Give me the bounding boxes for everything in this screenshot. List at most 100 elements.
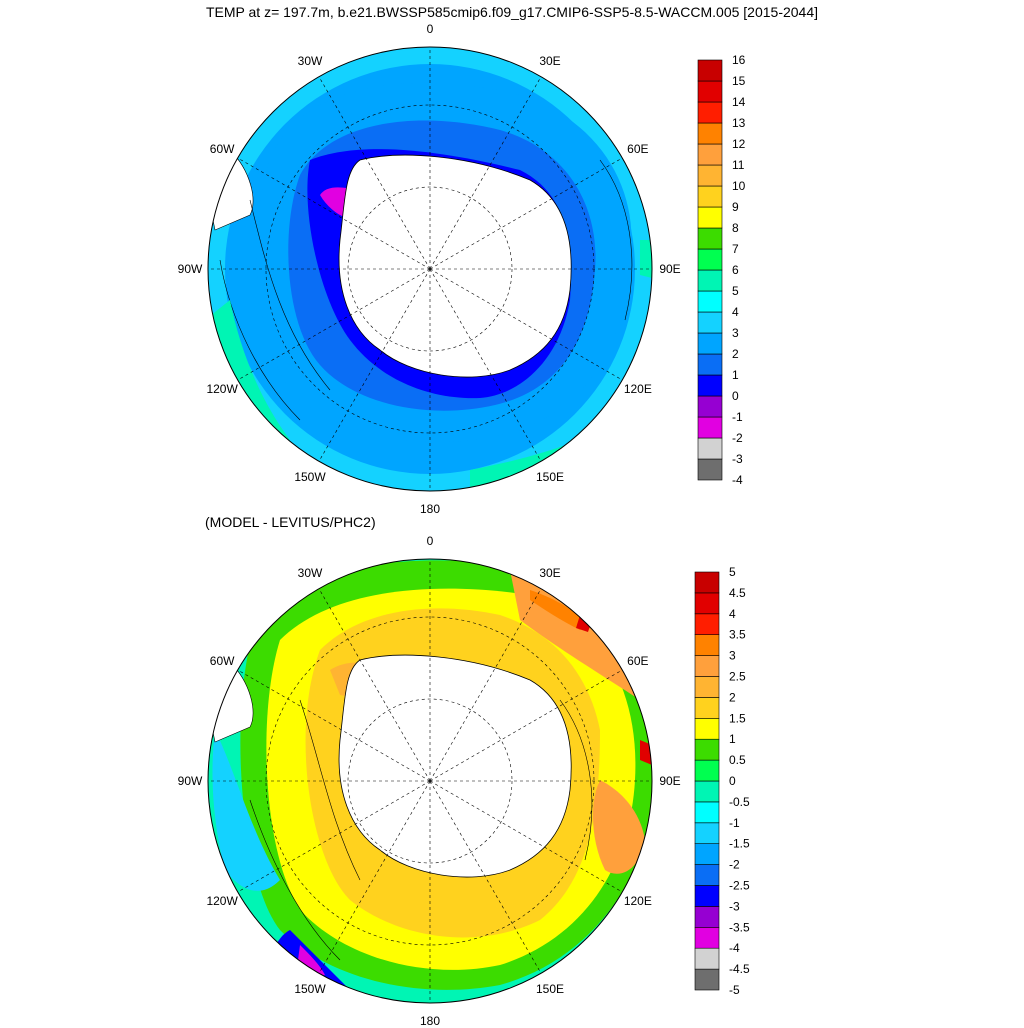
anomaly-colorbar: 5 4.5 4 3.5 3 2.5 2 1.5 1 0.5 0 -0.5 -1 -1.5 -2 -2.5 -3 -…: [694, 565, 750, 997]
bottom-lon-label-2: 60E: [627, 654, 649, 668]
temp-east-warm: [640, 240, 652, 280]
anom-cbar-tick-6: 2: [729, 690, 736, 704]
temp-cbar-tick-6: 10: [732, 179, 746, 193]
temp-cbar-swatch-0: [697, 458, 723, 481]
anom-cbar-tick-3: 3.5: [729, 628, 746, 642]
bottom-lon-label-0: 0: [426, 534, 434, 548]
temp-cbar-tick-11: 5: [732, 284, 739, 298]
temp-cbar-tick-3: 13: [732, 116, 746, 130]
anom-cbar-tick-10: 0: [729, 774, 736, 788]
temp-cbar-swatch-7: [697, 311, 723, 334]
anom-cbar-tick-4: 3: [729, 649, 736, 663]
anom-cbar-swatch-8: [694, 801, 720, 824]
temp-cbar-tick-17: -1: [732, 410, 743, 424]
bottom-lon-label-3: 90E: [659, 774, 681, 788]
temp-cbar-swatch-16: [697, 122, 723, 145]
anom-cbar-tick-9: 0.5: [729, 753, 746, 767]
anom-cbar-tick-15: -2.5: [729, 879, 750, 893]
temp-cbar-tick-13: 3: [732, 326, 739, 340]
anom-cbar-tick-13: -1.5: [729, 837, 750, 851]
bottom-lon-label-5: 150E: [535, 981, 565, 996]
top-lon-label-11: 30W: [297, 54, 323, 69]
temp-cbar-swatch-5: [697, 353, 723, 376]
top-lon-label-2: 60E: [627, 142, 649, 156]
temp-cbar-swatch-4: [697, 374, 723, 397]
anom-cbar-tick-20: -5: [729, 983, 740, 997]
temp-cbar-tick-16: 0: [732, 389, 739, 403]
anom-cbar-swatch-4: [694, 885, 720, 907]
anom-cbar-tick-17: -3.5: [729, 920, 750, 934]
temp-cbar-tick-19: -3: [732, 452, 743, 466]
temp-cbar-tick-1: 15: [732, 74, 746, 88]
top-lon-label-3: 90E: [659, 262, 681, 276]
bottom-lon-label-10: 60W: [209, 654, 235, 668]
temp-cbar-swatch-17: [697, 101, 723, 124]
anom-cool-west: [212, 730, 280, 891]
temp-cbar-tick-4: 12: [732, 137, 746, 151]
temp-cbar-swatch-1: [697, 437, 723, 460]
anom-cbar-tick-5: 2.5: [729, 670, 746, 684]
top-lon-label-7: 150W: [294, 469, 326, 484]
anom-cbar-swatch-18: [694, 592, 720, 615]
anom-cbar-swatch-5: [694, 864, 720, 886]
temp-cbar-swatch-6: [697, 332, 723, 355]
anom-cbar-swatch-15: [694, 655, 720, 677]
bottom-lon-label-11: 30W: [297, 566, 323, 581]
temp-cbar-swatch-11: [697, 227, 723, 250]
anom-cbar-swatch-9: [694, 780, 720, 803]
temp-cbar-tick-20: -4: [732, 473, 743, 487]
temp-cbar-swatch-3: [697, 395, 723, 418]
temp-cbar-swatch-19: [697, 59, 723, 82]
temperature-map: [207, 46, 653, 492]
anom-cbar-swatch-16: [694, 634, 720, 656]
temp-cbar-swatch-18: [697, 80, 723, 103]
anom-cbar-tick-11: -0.5: [729, 795, 750, 809]
bottom-lon-label-9: 90W: [177, 774, 203, 788]
anom-cbar-swatch-19: [694, 571, 720, 594]
top-lon-label-6: 180: [419, 502, 441, 516]
bottom-lon-label-1: 30E: [539, 566, 561, 581]
bottom-lon-label-8: 120W: [206, 894, 238, 908]
temp-cbar-tick-10: 6: [732, 263, 739, 277]
anom-cbar-tick-2: 4: [729, 607, 736, 621]
anom-cbar-tick-0: 5: [729, 565, 736, 579]
temp-west-warm: [208, 300, 290, 460]
anom-cbar-tick-8: 1: [729, 732, 736, 746]
temp-cbar-tick-0: 16: [732, 53, 746, 67]
anom-cbar-swatch-12: [694, 717, 720, 740]
anom-cbar-tick-12: -1: [729, 816, 740, 830]
anom-cbar-tick-1: 4.5: [729, 586, 746, 600]
temp-cbar-swatch-13: [697, 185, 723, 208]
temp-cbar-tick-14: 2: [732, 347, 739, 361]
antarctica-top: [338, 154, 572, 378]
bottom-lon-label-6: 180: [419, 1014, 441, 1028]
anom-cbar-tick-14: -2: [729, 858, 740, 872]
anom-warm-100e: [593, 780, 645, 874]
difference-subtitle: (MODEL - LEVITUS/PHC2): [205, 514, 376, 530]
temp-cbar-swatch-12: [697, 206, 723, 229]
anom-cbar-swatch-0: [694, 968, 720, 991]
temp-cbar-swatch-9: [697, 269, 723, 292]
temp-cbar-swatch-2: [697, 416, 723, 439]
temp-cbar-tick-12: 4: [732, 305, 739, 319]
temp-cbar-tick-2: 14: [732, 95, 746, 109]
temp-cbar-tick-8: 8: [732, 221, 739, 235]
antarctica-bottom: [338, 654, 572, 878]
top-lon-label-10: 60W: [209, 142, 235, 156]
anom-cbar-swatch-14: [694, 676, 720, 698]
temp-cbar-swatch-8: [697, 290, 723, 313]
figure-title: TEMP at z= 197.7m, b.e21.BWSSP585cmip6.f…: [205, 4, 819, 20]
anom-cbar-tick-19: -4.5: [729, 962, 750, 976]
anom-cbar-swatch-7: [694, 822, 720, 844]
anom-cbar-swatch-2: [694, 926, 720, 949]
top-lon-label-4: 120E: [623, 382, 652, 396]
anomaly-map: [207, 558, 653, 1004]
anom-cbar-tick-7: 1.5: [729, 711, 746, 725]
temp-cbar-tick-9: 7: [732, 242, 739, 256]
bottom-lon-label-7: 150W: [294, 981, 326, 996]
anom-cbar-swatch-11: [694, 738, 720, 761]
bottom-lon-label-4: 120E: [623, 894, 652, 908]
temp-cbar-swatch-15: [697, 143, 723, 166]
top-lon-label-8: 120W: [206, 382, 238, 396]
